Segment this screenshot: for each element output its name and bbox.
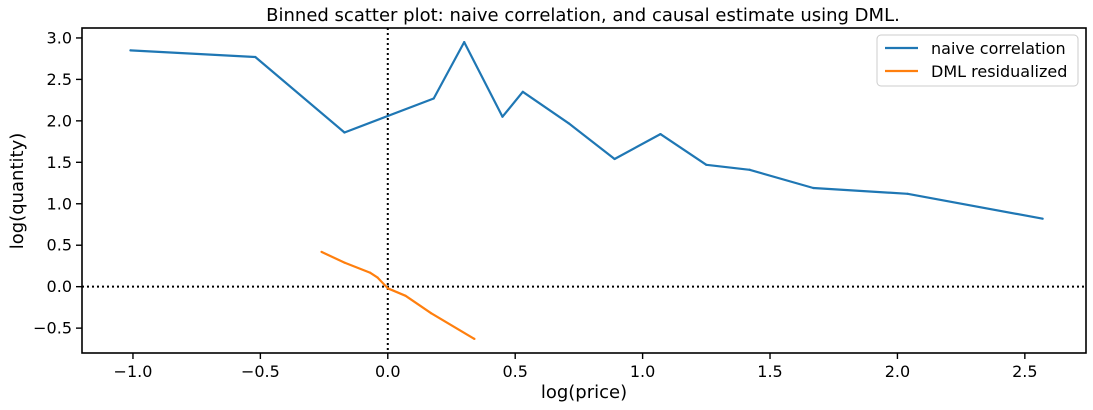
data-point — [376, 276, 379, 279]
x-tick-label: −1.0 — [114, 362, 153, 381]
x-tick-label: 1.0 — [630, 362, 655, 381]
x-tick-label: 0.0 — [375, 362, 400, 381]
series-layer — [129, 40, 1044, 341]
plot-frame — [81, 27, 1087, 354]
data-point — [386, 287, 389, 290]
data-point — [501, 115, 504, 118]
data-point — [432, 97, 435, 100]
y-axis: −0.5 0.0 0.5 1.0 1.5 2.0 2.5 3.0 — [33, 28, 82, 338]
data-point — [343, 261, 346, 264]
data-point — [254, 55, 257, 59]
data-point — [567, 122, 570, 125]
legend: naive correlation DML residualized — [876, 34, 1079, 87]
x-axis-label: log(price) — [541, 382, 627, 403]
legend-box — [876, 34, 1079, 87]
x-tick-label: 2.0 — [885, 362, 910, 381]
data-point — [430, 312, 433, 315]
x-tick-label: −0.5 — [241, 362, 280, 381]
x-tick-label: 1.5 — [757, 362, 782, 381]
y-tick-label: 0.0 — [47, 277, 72, 296]
y-tick-label: 2.0 — [47, 111, 72, 130]
x-tick-label: 0.5 — [502, 362, 527, 381]
y-axis-label: log(quantity) — [7, 133, 28, 250]
y-tick-label: 2.5 — [47, 70, 72, 89]
data-point — [613, 157, 616, 161]
legend-label: DML residualized — [931, 62, 1067, 81]
data-point — [368, 271, 372, 274]
data-point — [906, 192, 909, 195]
data-point — [463, 40, 466, 44]
data-point — [1041, 217, 1044, 220]
y-tick-label: −0.5 — [33, 319, 72, 338]
y-tick-label: 1.0 — [47, 194, 72, 213]
data-point — [659, 133, 662, 136]
y-tick-label: 1.5 — [47, 153, 72, 172]
x-tick-label: 2.5 — [1012, 362, 1037, 381]
chart-title: Binned scatter plot: naive correlation, … — [266, 5, 900, 26]
reference-lines — [82, 28, 1086, 353]
series-line-dml-residualized — [321, 250, 475, 340]
y-tick-label: 3.0 — [47, 28, 72, 47]
data-point — [129, 49, 132, 52]
y-tick-label: 0.5 — [47, 236, 72, 255]
data-point — [473, 337, 476, 341]
data-point — [521, 90, 524, 93]
data-point — [705, 163, 708, 166]
data-point — [343, 131, 346, 134]
data-point — [320, 250, 323, 253]
legend-label: naive correlation — [931, 39, 1066, 58]
data-point — [404, 294, 407, 297]
x-axis: −1.0 −0.5 0.0 0.5 1.0 1.5 2.0 2.5 — [114, 353, 1038, 381]
data-point — [812, 186, 815, 190]
data-point — [748, 168, 751, 171]
